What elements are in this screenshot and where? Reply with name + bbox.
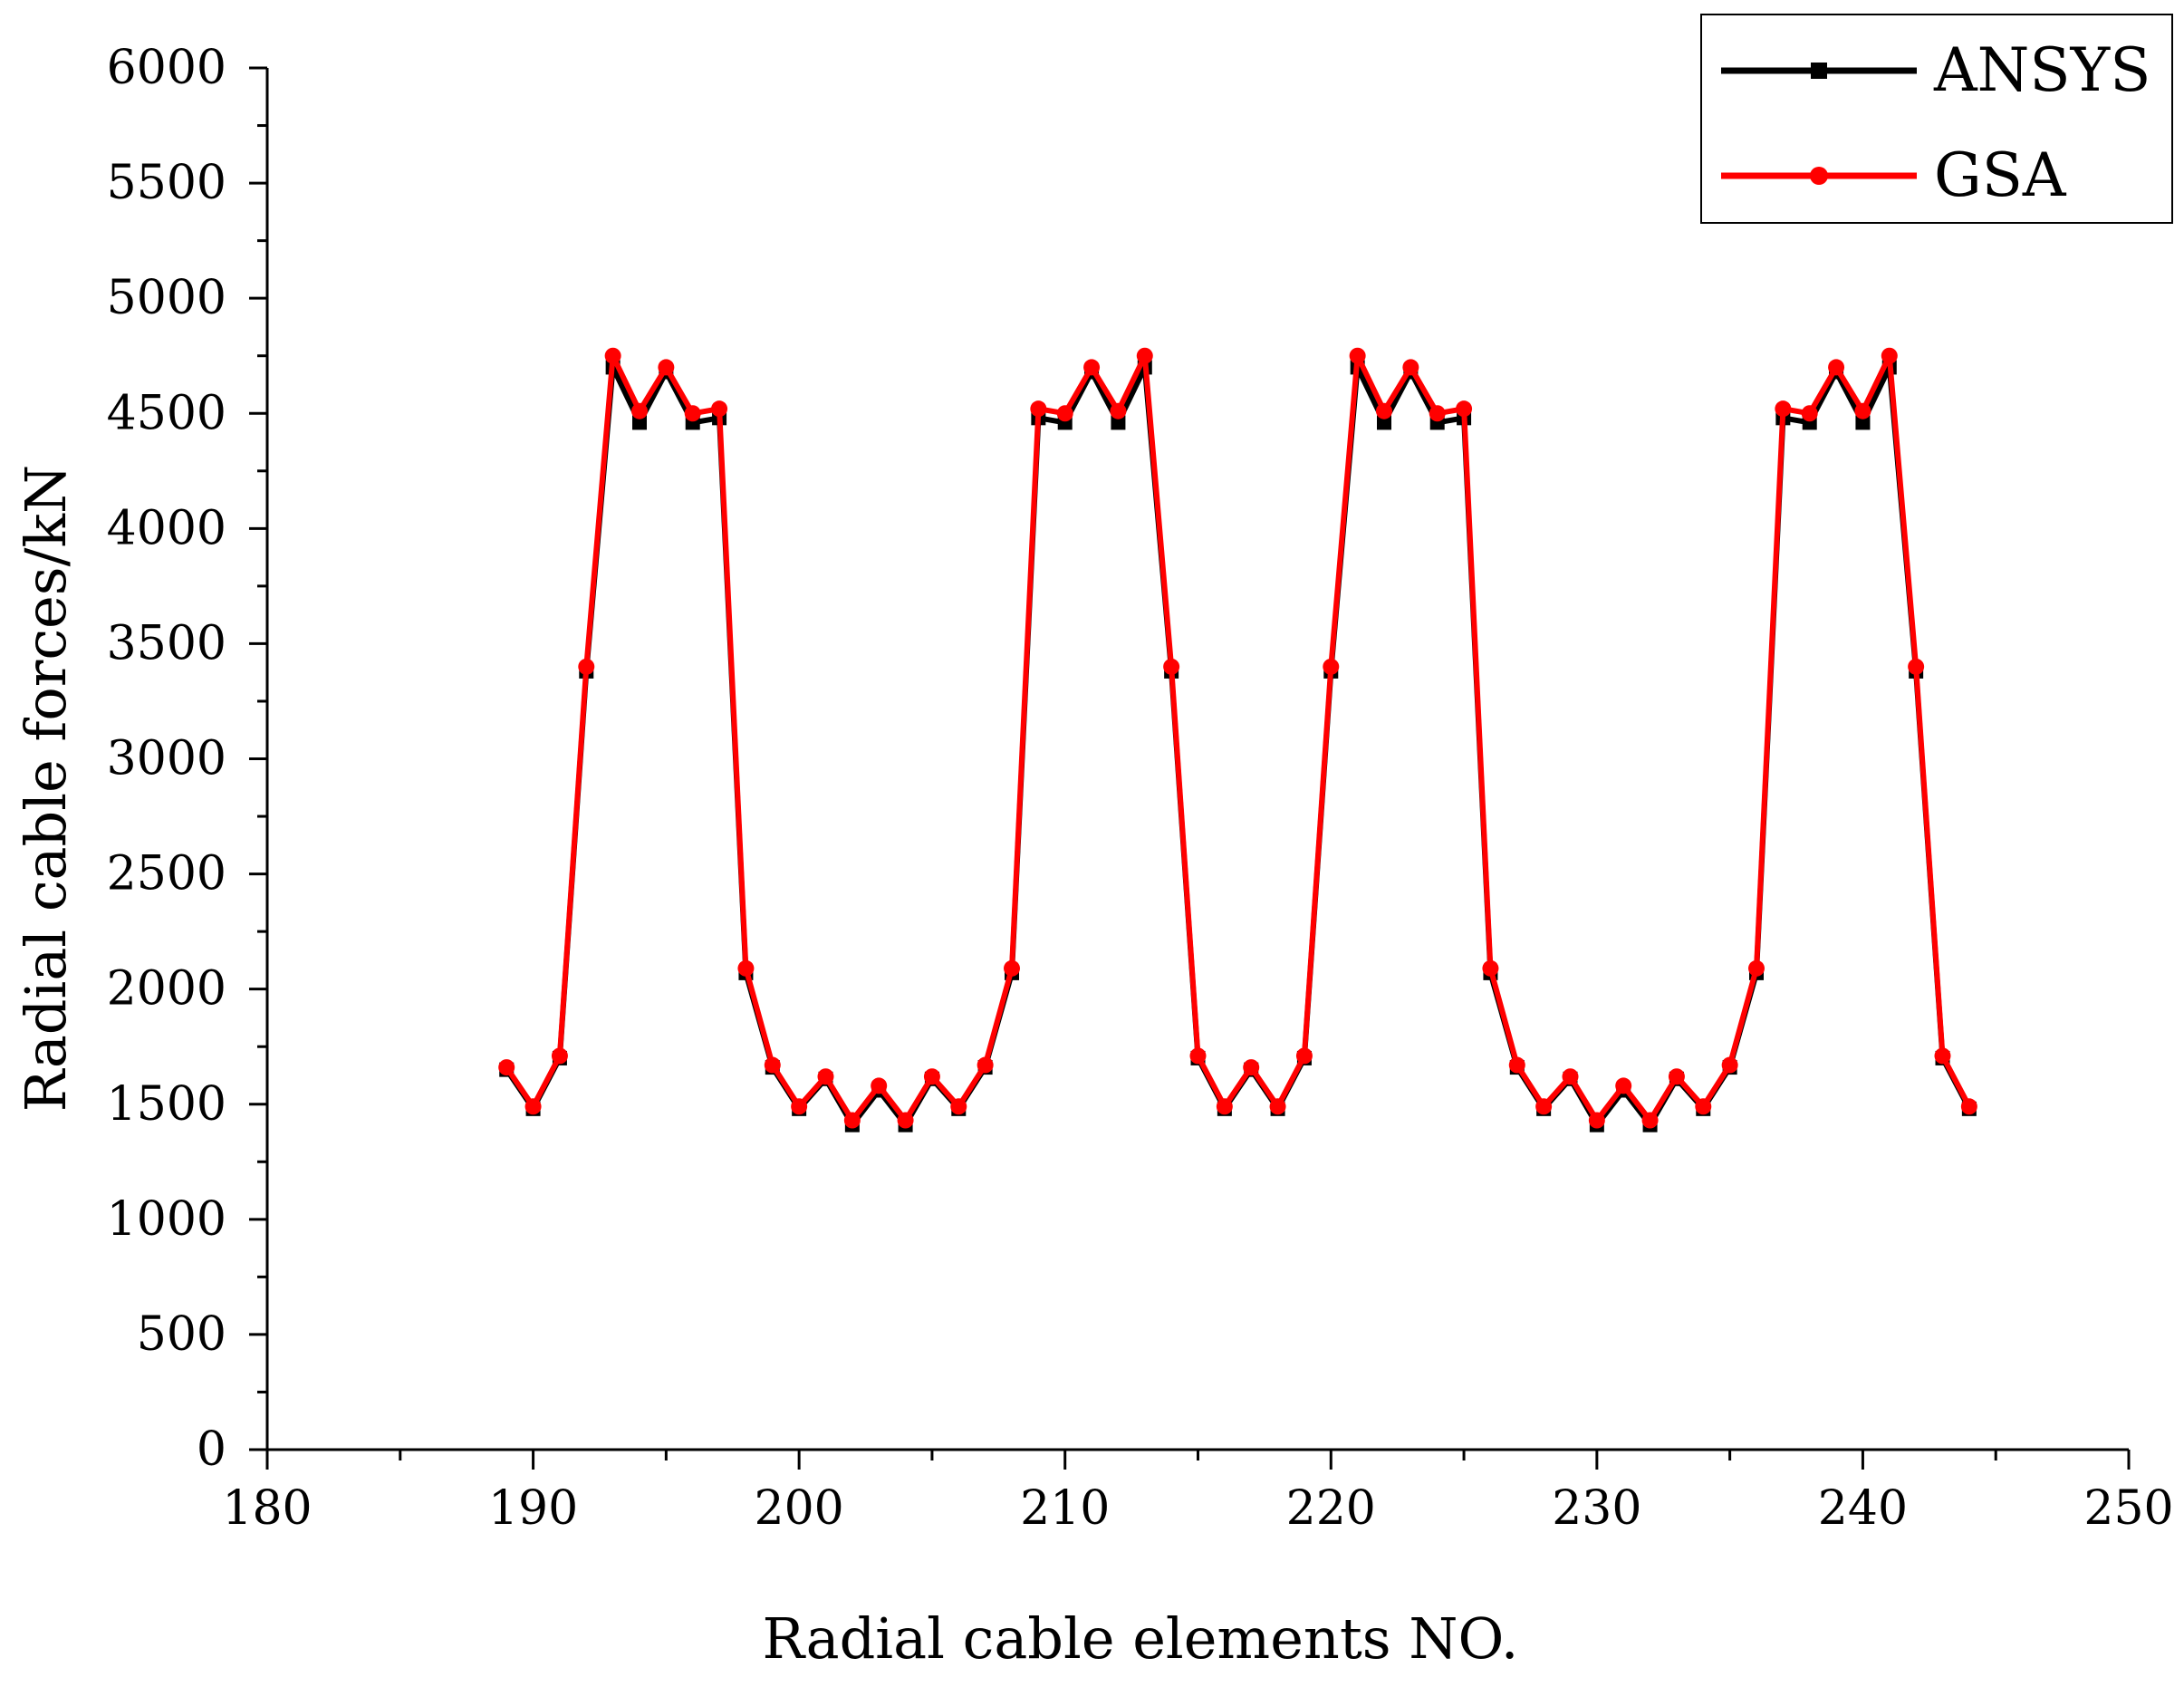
data-point-gsa <box>1775 400 1792 418</box>
data-point-gsa <box>1163 658 1180 675</box>
data-point-gsa <box>1136 347 1153 364</box>
data-point-gsa <box>817 1068 834 1085</box>
data-point-gsa <box>1721 1056 1738 1074</box>
data-point-gsa <box>1908 658 1925 675</box>
data-point-gsa <box>1323 658 1340 675</box>
data-point-gsa <box>1482 959 1499 977</box>
data-point-gsa <box>1934 1047 1951 1065</box>
data-point-gsa <box>764 1056 781 1074</box>
y-tick-label: 0 <box>197 1422 226 1477</box>
data-point-gsa <box>498 1059 515 1076</box>
x-axis-label: Radial cable elements NO. <box>763 1605 1519 1672</box>
data-point-gsa <box>737 959 755 977</box>
series-gsa <box>498 347 1977 1129</box>
data-point-ansys <box>1377 415 1391 430</box>
legend-gsa-label: GSA <box>1934 140 2067 210</box>
data-point-gsa <box>1854 402 1871 419</box>
y-tick-label: 4000 <box>107 501 226 555</box>
y-tick-label: 5000 <box>107 271 226 325</box>
data-point-gsa <box>1004 959 1020 977</box>
series-layer <box>498 347 1977 1133</box>
data-point-gsa <box>1030 400 1047 418</box>
y-tick-label: 6000 <box>107 41 226 95</box>
x-axis-ticks: 180 190 200 210 220 230 240 250 <box>222 1450 2174 1536</box>
y-axis-label: Radial cable forces/kN <box>13 465 79 1113</box>
data-point-gsa <box>1110 402 1127 419</box>
data-point-gsa <box>1828 359 1845 376</box>
data-point-gsa <box>1402 359 1419 376</box>
y-tick-label: 2500 <box>107 847 226 901</box>
data-point-gsa <box>843 1112 861 1129</box>
legend-ansys-label: ANSYS <box>1933 35 2150 105</box>
data-point-gsa <box>631 402 648 419</box>
data-point-gsa <box>897 1112 914 1129</box>
legend-ansys-marker <box>1811 63 1827 79</box>
x-tick-label: 190 <box>488 1481 578 1536</box>
x-tick-label: 230 <box>1552 1481 1641 1536</box>
data-point-gsa <box>1801 405 1818 422</box>
x-tick-label: 220 <box>1286 1481 1376 1536</box>
data-point-gsa <box>524 1098 542 1115</box>
data-point-gsa <box>1269 1098 1286 1115</box>
y-tick-label: 500 <box>137 1307 226 1362</box>
data-point-gsa <box>1189 1047 1207 1065</box>
x-tick-label: 180 <box>222 1481 312 1536</box>
data-point-gsa <box>1429 405 1446 422</box>
legend-box <box>1700 14 2173 224</box>
data-point-gsa <box>604 347 621 364</box>
legend-gsa-marker <box>1810 167 1828 185</box>
series-ansys-line <box>504 364 1972 1128</box>
data-point-gsa <box>684 405 701 422</box>
data-point-gsa <box>658 359 675 376</box>
y-axis-ticks: 0 500 1000 1500 2000 2500 3000 3500 4000 4500 5000… <box>107 41 267 1477</box>
data-point-gsa <box>711 400 728 418</box>
x-tick-label: 210 <box>1020 1481 1110 1536</box>
data-point-gsa <box>1562 1068 1579 1085</box>
data-point-gsa <box>977 1056 994 1074</box>
legend: ANSYS GSA <box>1700 14 2173 224</box>
data-point-gsa <box>1695 1098 1712 1115</box>
data-point-gsa <box>950 1098 967 1115</box>
data-point-gsa <box>1456 400 1473 418</box>
data-point-ansys <box>1111 415 1126 430</box>
data-point-gsa <box>1295 1047 1313 1065</box>
data-point-gsa <box>1508 1056 1525 1074</box>
data-point-ansys <box>632 415 647 430</box>
data-point-gsa <box>1960 1098 1977 1115</box>
x-tick-label: 240 <box>1818 1481 1908 1536</box>
data-point-gsa <box>1668 1068 1685 1085</box>
data-point-gsa <box>1243 1059 1260 1076</box>
data-point-gsa <box>1376 402 1392 419</box>
data-point-gsa <box>1083 359 1101 376</box>
data-point-gsa <box>923 1068 940 1085</box>
data-point-gsa <box>578 658 595 675</box>
axes <box>265 68 2129 1451</box>
data-point-gsa <box>871 1077 888 1094</box>
data-point-ansys <box>1855 415 1871 430</box>
y-tick-label: 1000 <box>107 1192 226 1247</box>
data-point-gsa <box>791 1098 808 1115</box>
y-tick-label: 4500 <box>107 386 226 440</box>
data-point-gsa <box>1615 1077 1632 1094</box>
data-point-gsa <box>1216 1098 1233 1115</box>
y-tick-label: 3000 <box>107 732 226 786</box>
data-point-gsa <box>1881 347 1898 364</box>
data-point-gsa <box>1748 959 1765 977</box>
data-point-gsa <box>1056 405 1073 422</box>
data-point-gsa <box>1588 1112 1605 1129</box>
x-tick-label: 200 <box>755 1481 844 1536</box>
x-tick-label: 250 <box>2083 1481 2173 1536</box>
data-point-gsa <box>1641 1112 1659 1129</box>
data-point-gsa <box>1349 347 1366 364</box>
data-point-gsa <box>551 1047 568 1065</box>
y-tick-label: 2000 <box>107 962 226 1017</box>
y-tick-label: 1500 <box>107 1077 226 1132</box>
series-gsa-line <box>504 352 1972 1123</box>
y-tick-label: 5500 <box>107 156 226 210</box>
y-tick-label: 3500 <box>107 616 226 670</box>
data-point-gsa <box>1535 1098 1553 1115</box>
